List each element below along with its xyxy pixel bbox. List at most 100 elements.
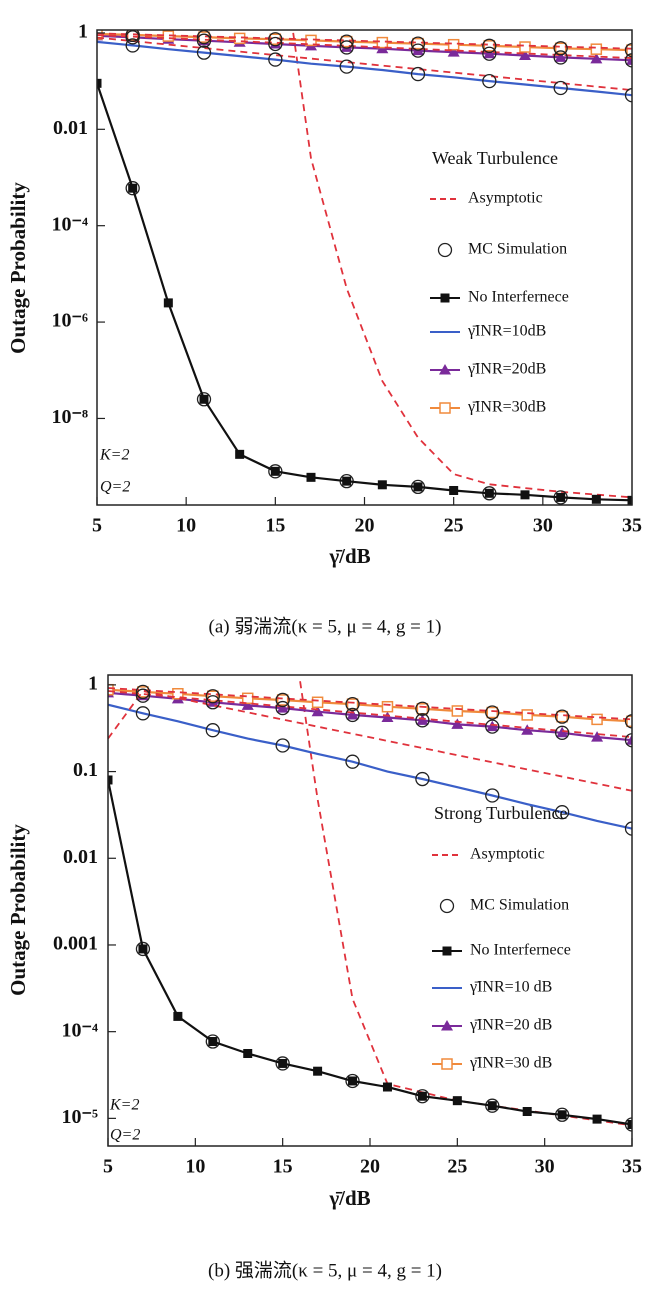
open-square-marker bbox=[590, 43, 603, 55]
square-marker bbox=[377, 480, 387, 490]
x-tick-label: 25 bbox=[447, 1156, 467, 1178]
circle-marker bbox=[135, 684, 151, 700]
asymptote-line bbox=[97, 34, 632, 59]
legend-marker bbox=[437, 242, 453, 258]
square-marker bbox=[592, 1114, 602, 1124]
x-tick-label: 10 bbox=[185, 1156, 205, 1178]
circle-marker bbox=[482, 46, 497, 61]
open-square-marker bbox=[381, 700, 394, 713]
triangle-marker bbox=[381, 711, 394, 723]
square-marker bbox=[348, 1076, 358, 1086]
circle-marker bbox=[482, 73, 497, 89]
legend-label: γ̄INR=20dB bbox=[467, 361, 546, 378]
y-tick-label: 0.01 bbox=[53, 117, 88, 139]
circle-marker bbox=[345, 696, 360, 712]
open-square-marker bbox=[346, 698, 359, 710]
y-tick-label: 0.001 bbox=[53, 933, 98, 955]
circle-marker bbox=[415, 771, 430, 787]
triangle-marker bbox=[451, 718, 464, 729]
y-axis-label: Outage Probability bbox=[6, 824, 30, 996]
square-marker bbox=[413, 482, 423, 492]
plot-frame bbox=[96, 29, 633, 506]
circle-marker bbox=[624, 733, 632, 748]
x-tick-label: 15 bbox=[273, 1156, 293, 1178]
square-marker bbox=[208, 1037, 218, 1047]
circle-marker bbox=[205, 689, 220, 704]
open-square-marker bbox=[556, 710, 568, 723]
annotation: K=2 bbox=[109, 1097, 139, 1114]
x-tick-label: 20 bbox=[355, 515, 375, 537]
y-tick-label: 1 bbox=[88, 672, 98, 694]
annotation: Q=2 bbox=[110, 1127, 140, 1144]
legend-label: γ̄INR=20 dB bbox=[469, 1017, 552, 1034]
circle-marker bbox=[268, 52, 283, 67]
square-marker bbox=[270, 466, 280, 476]
square-marker bbox=[342, 476, 352, 486]
circle-marker bbox=[553, 50, 568, 65]
circle-marker bbox=[485, 719, 500, 734]
square-marker bbox=[278, 1058, 288, 1068]
square-marker bbox=[449, 485, 459, 495]
circle-marker bbox=[624, 42, 632, 58]
asymptote-line bbox=[97, 36, 632, 91]
circle-marker bbox=[554, 805, 570, 820]
legend-label: Asymptotic bbox=[470, 846, 545, 863]
asymptote-line bbox=[108, 690, 632, 738]
y-tick-label: 0.1 bbox=[73, 759, 98, 781]
square-marker bbox=[627, 495, 632, 505]
triangle-marker bbox=[276, 702, 289, 713]
x-tick-label: 25 bbox=[444, 515, 464, 537]
square-marker bbox=[313, 1066, 323, 1076]
circle-marker bbox=[554, 725, 570, 740]
legend-label: No Interfernece bbox=[468, 289, 569, 306]
series-line bbox=[97, 82, 632, 502]
circle-marker bbox=[410, 36, 426, 51]
square-marker bbox=[163, 298, 173, 308]
square-marker bbox=[417, 1091, 427, 1101]
triangle-marker bbox=[626, 54, 632, 65]
asymptote-line bbox=[292, 32, 632, 499]
circle-marker bbox=[553, 80, 568, 96]
legend-marker bbox=[441, 1020, 453, 1031]
circle-marker bbox=[624, 53, 632, 68]
open-square-marker bbox=[626, 715, 632, 728]
open-square-marker bbox=[521, 709, 533, 721]
circle-marker bbox=[275, 692, 290, 708]
y-tick-label: 0.01 bbox=[63, 846, 98, 868]
series-line bbox=[97, 40, 632, 97]
legend-label: γ̄INR=10dB bbox=[467, 323, 546, 340]
y-tick-label: 10⁻⁸ bbox=[51, 406, 88, 428]
open-square-marker bbox=[241, 692, 254, 705]
circle-marker bbox=[415, 701, 430, 716]
triangle-marker bbox=[486, 720, 499, 732]
legend-title: Strong Turbulence bbox=[434, 803, 568, 823]
x-tick-label: 30 bbox=[533, 515, 553, 537]
circle-marker bbox=[135, 706, 151, 721]
legend-marker bbox=[439, 898, 455, 914]
open-square-marker bbox=[311, 696, 324, 709]
legend-label: γ̄INR=30 dB bbox=[469, 1055, 552, 1072]
open-square-marker bbox=[483, 40, 496, 52]
open-square-marker bbox=[486, 706, 499, 719]
legend-marker bbox=[441, 1058, 453, 1070]
x-axis-label: γ̄/dB bbox=[328, 1186, 370, 1210]
circle-marker bbox=[268, 32, 283, 47]
circle-marker bbox=[624, 821, 632, 836]
circle-marker bbox=[410, 43, 426, 58]
circle-marker bbox=[339, 40, 354, 55]
circle-marker bbox=[554, 709, 570, 724]
x-tick-label: 15 bbox=[265, 515, 285, 537]
triangle-marker bbox=[519, 49, 531, 61]
series-line bbox=[108, 703, 632, 830]
series-line bbox=[108, 688, 632, 723]
square-marker bbox=[235, 449, 245, 459]
series-line bbox=[97, 34, 632, 62]
circle-marker bbox=[135, 941, 151, 957]
circle-marker bbox=[345, 707, 360, 723]
triangle-marker bbox=[554, 51, 567, 62]
open-square-marker bbox=[519, 41, 531, 53]
circle-marker bbox=[624, 88, 632, 103]
caption: (a) 弱湍流(κ = 5, μ = 4, g = 1) bbox=[209, 615, 442, 637]
triangle-marker bbox=[346, 708, 359, 720]
